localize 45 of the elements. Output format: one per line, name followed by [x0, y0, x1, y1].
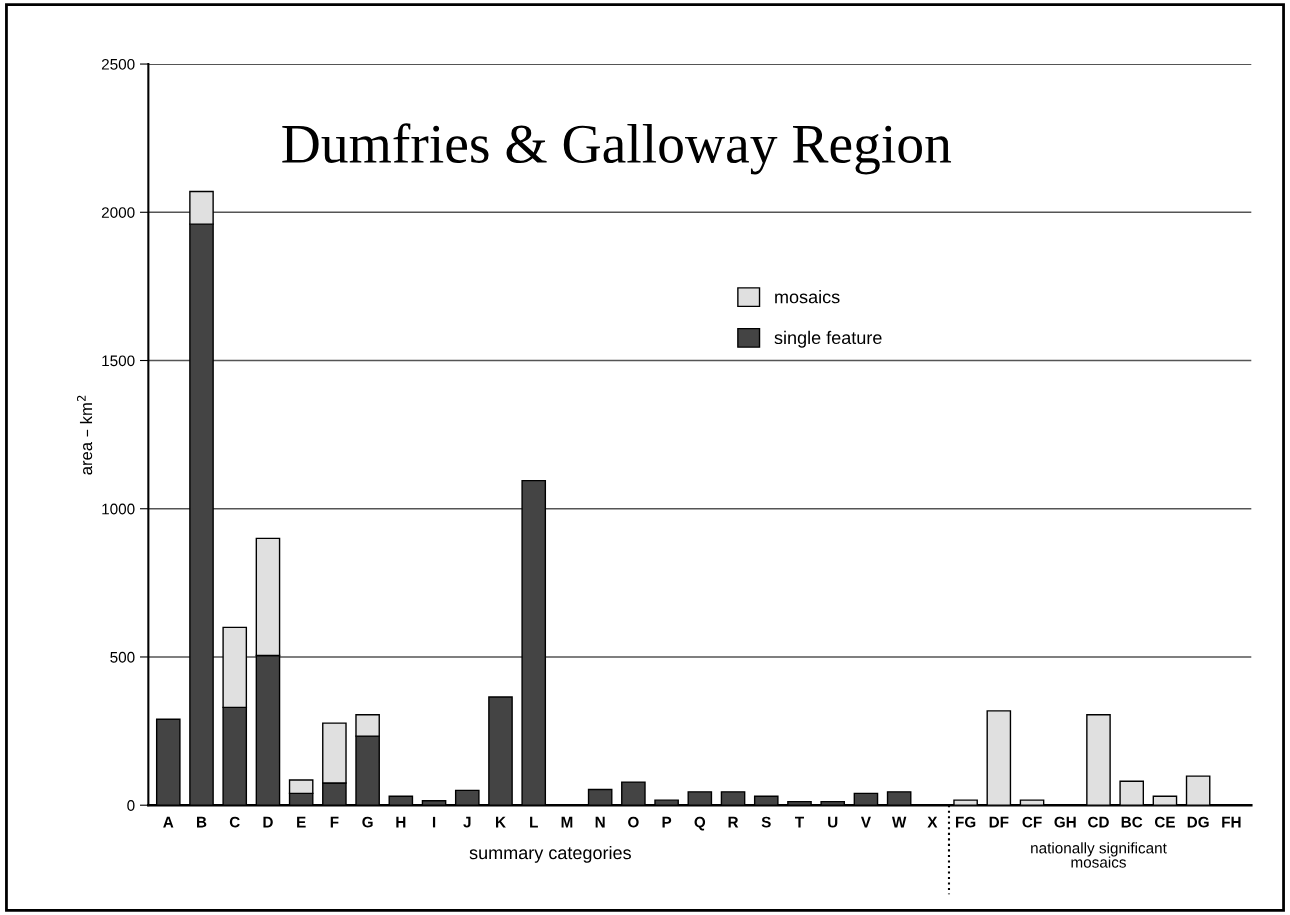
text: nationally significant mosaics: [1031, 842, 1167, 868]
x-axis-title: summary categories: [469, 845, 631, 863]
x-tick-label: N: [595, 816, 605, 828]
x-tick-label: X: [927, 816, 938, 828]
x-tick-label: R: [728, 816, 739, 828]
x-tick-label: A: [163, 816, 174, 828]
x-tick-label: M: [561, 816, 573, 828]
x-tick-label: H: [396, 816, 406, 828]
x-tick-label: L: [530, 816, 538, 828]
x-tick-label: DF: [989, 816, 1009, 828]
y-tick-label: 500: [110, 651, 135, 663]
text: Dumfries & Galloway Region: [282, 123, 952, 175]
y-tick-label: 1500: [102, 355, 135, 367]
x-tick-label: F: [330, 816, 339, 828]
x-tick-label: GH: [1054, 816, 1076, 828]
x-tick-label: J: [463, 816, 471, 828]
x-tick-label: DG: [1187, 816, 1209, 828]
y-tick-label: 0: [127, 800, 135, 811]
x-tick-label: I: [432, 816, 436, 828]
legend-label: mosaics: [775, 290, 840, 304]
y-tick-label: 2000: [101, 207, 135, 218]
legend-label: single feature: [774, 330, 882, 348]
x-tick-label: D: [263, 816, 273, 828]
x-tick-label: E: [297, 816, 306, 828]
x-tick-label: T: [795, 816, 804, 828]
x-tick-label: V: [860, 816, 871, 828]
x-tick-label: U: [828, 816, 838, 828]
x-tick-label: C: [229, 816, 240, 828]
y-tick-label: 2500: [101, 58, 135, 70]
x-tick-label: K: [496, 816, 506, 828]
x-tick-label: S: [761, 816, 771, 828]
x-tick-label: CE: [1154, 816, 1175, 828]
x-tick-label: CD: [1088, 816, 1109, 828]
x-tick-label: FG: [956, 816, 976, 828]
x-tick-label: W: [891, 816, 907, 828]
x-tick-label: BC: [1121, 816, 1143, 828]
y-axis-title: area – km$^{2}$: [76, 395, 93, 475]
x-tick-label: FH: [1222, 816, 1241, 828]
x-tick-label: P: [662, 816, 672, 828]
y-tick-label: 1000: [102, 503, 135, 515]
x-tick-label: CF: [1022, 816, 1042, 828]
x-tick-label: O: [628, 816, 639, 828]
x-tick-label: Q: [694, 816, 706, 831]
x-tick-label: G: [362, 816, 373, 828]
x-tick-label: B: [197, 816, 207, 828]
